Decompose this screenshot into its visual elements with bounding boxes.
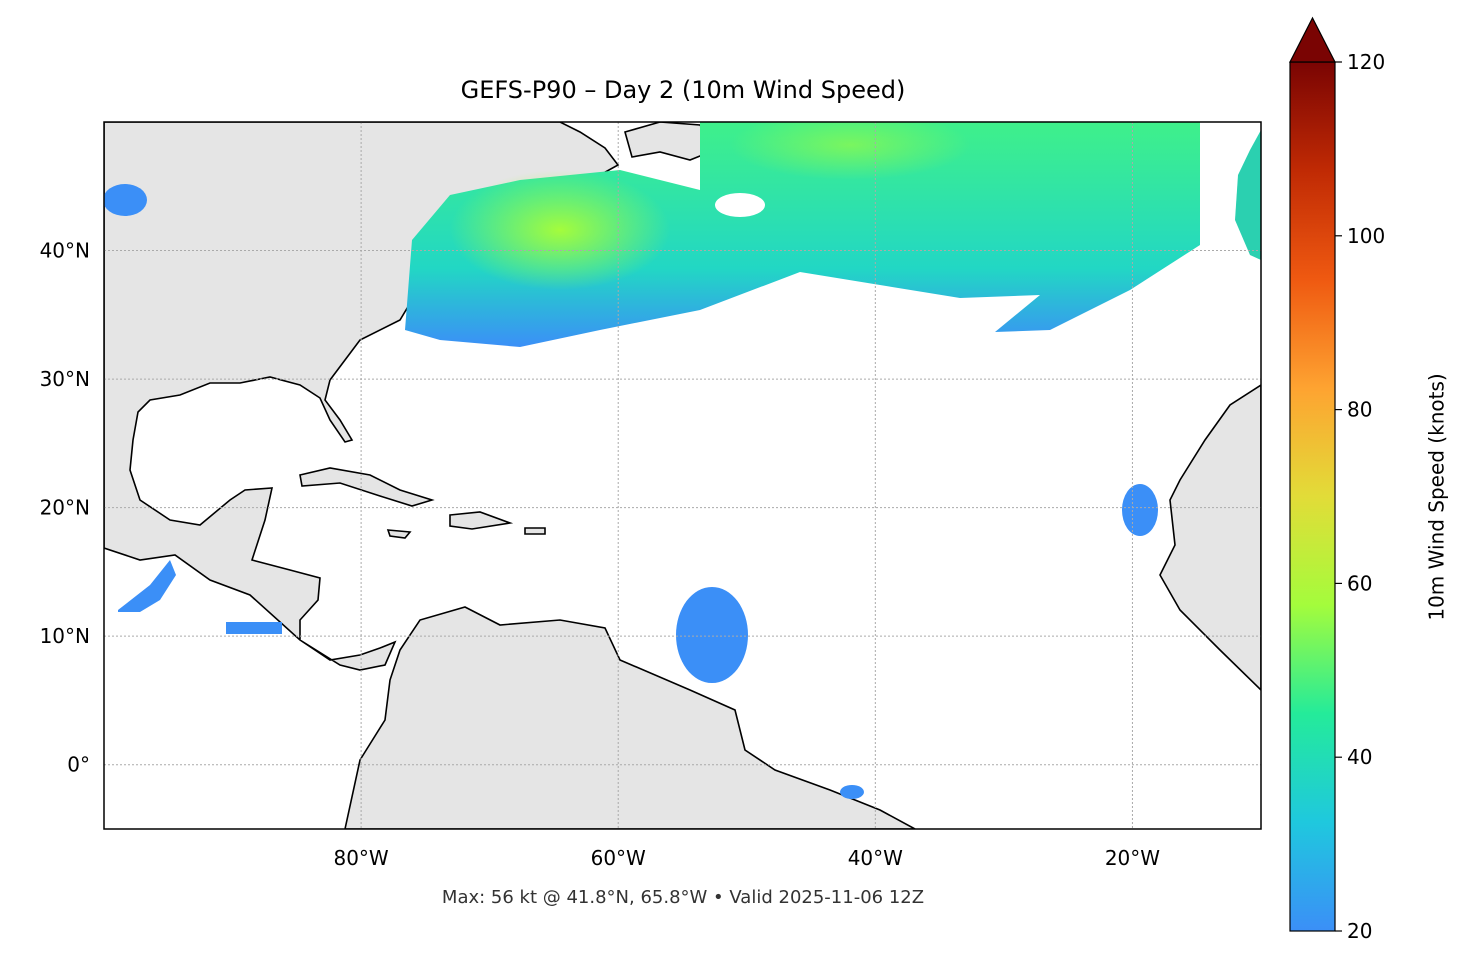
colorbar-tick-label: 80 — [1347, 398, 1372, 422]
grid — [104, 122, 1261, 829]
y-tick-label: 30°N — [40, 367, 90, 391]
x-tick-label: 80°W — [333, 846, 388, 870]
y-tick-label: 0° — [67, 753, 90, 777]
colorbar-label: 10m Wind Speed (knots) — [1425, 373, 1449, 620]
y-tick-label: 10°N — [40, 624, 90, 648]
chart-title: GEFS-P90 – Day 2 (10m Wind Speed) — [461, 76, 906, 104]
colorbar-tick-label: 40 — [1347, 745, 1372, 769]
wind-field — [104, 122, 1261, 799]
x-tick-label: 20°W — [1105, 846, 1160, 870]
plot-frame — [103, 121, 1262, 830]
x-tick-label: 60°W — [591, 846, 646, 870]
footer-note: Max: 56 kt @ 41.8°N, 65.8°W • Valid 2025… — [442, 887, 924, 908]
colorbar-tick-label: 120 — [1347, 50, 1385, 74]
colorbar-extend — [1289, 16, 1336, 63]
y-tick-label: 40°N — [40, 239, 90, 263]
colorbar-tick-label: 20 — [1347, 919, 1372, 943]
x-tick-label: 40°W — [848, 846, 903, 870]
colorbar-tick-label: 60 — [1347, 571, 1372, 595]
land — [104, 122, 1261, 829]
colorbar-tick-label: 100 — [1347, 224, 1385, 248]
map — [104, 122, 1261, 829]
colorbar — [1289, 61, 1336, 932]
y-tick-label: 20°N — [40, 496, 90, 520]
